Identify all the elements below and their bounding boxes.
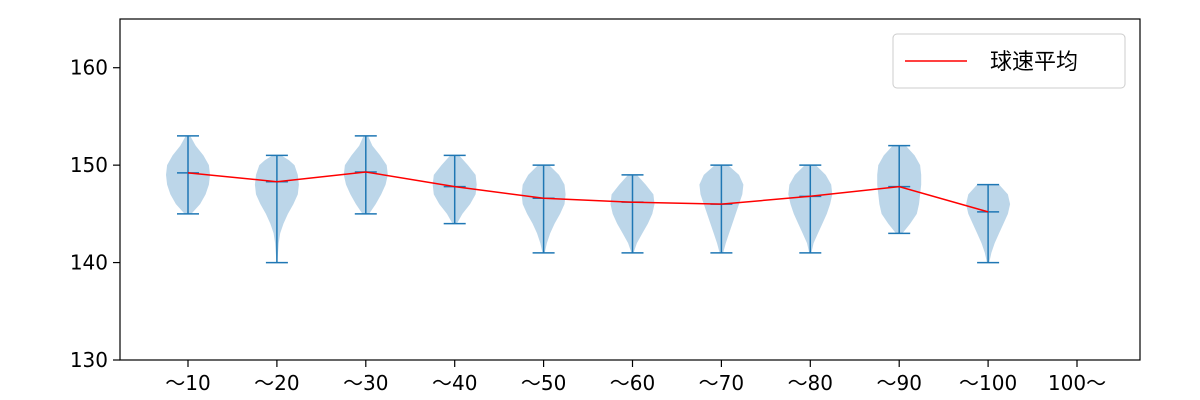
violin-5: [521, 164, 566, 254]
violin-8: [788, 164, 833, 254]
plot-area-frame: [119, 18, 1141, 361]
x-tick-label: ～50: [521, 371, 566, 395]
mean-line-series: [187, 171, 989, 213]
x-tick-label: ～80: [788, 371, 833, 395]
y-axis: 130 140 150 160: [70, 56, 120, 372]
legend-label-mean: 球速平均: [990, 50, 1078, 75]
violin-9: [877, 144, 922, 235]
y-tick-label: 140: [70, 251, 108, 275]
violin-6: [610, 174, 655, 254]
x-tick-label: ～40: [432, 371, 477, 395]
violin-3: [343, 135, 388, 215]
x-tick-label: ～70: [699, 371, 744, 395]
legend: 球速平均: [892, 33, 1126, 89]
x-tick-label: ～90: [876, 371, 921, 395]
violin-10: [966, 183, 1011, 264]
x-tick-label: ～10: [165, 371, 210, 395]
y-tick-label: 130: [70, 348, 108, 372]
violins-layer: [166, 135, 1011, 264]
y-tick-label: 150: [70, 153, 108, 177]
violin-4: [432, 154, 477, 225]
violin-2: [254, 154, 299, 264]
x-tick-label: ～20: [254, 371, 299, 395]
mean-line-layer: [187, 171, 989, 213]
violin-7: [699, 164, 744, 254]
x-axis: ～10 ～20 ～30 ～40 ～50 ～60 ～70 ～80 ～90 ～100 100～: [165, 360, 1106, 395]
y-tick-label: 160: [70, 56, 108, 80]
x-tick-label: ～100: [959, 371, 1017, 395]
x-tick-label: ～60: [610, 371, 655, 395]
legend-box: [892, 33, 1126, 89]
x-tick-label: 100～: [1048, 371, 1106, 395]
x-tick-label: ～30: [343, 371, 388, 395]
